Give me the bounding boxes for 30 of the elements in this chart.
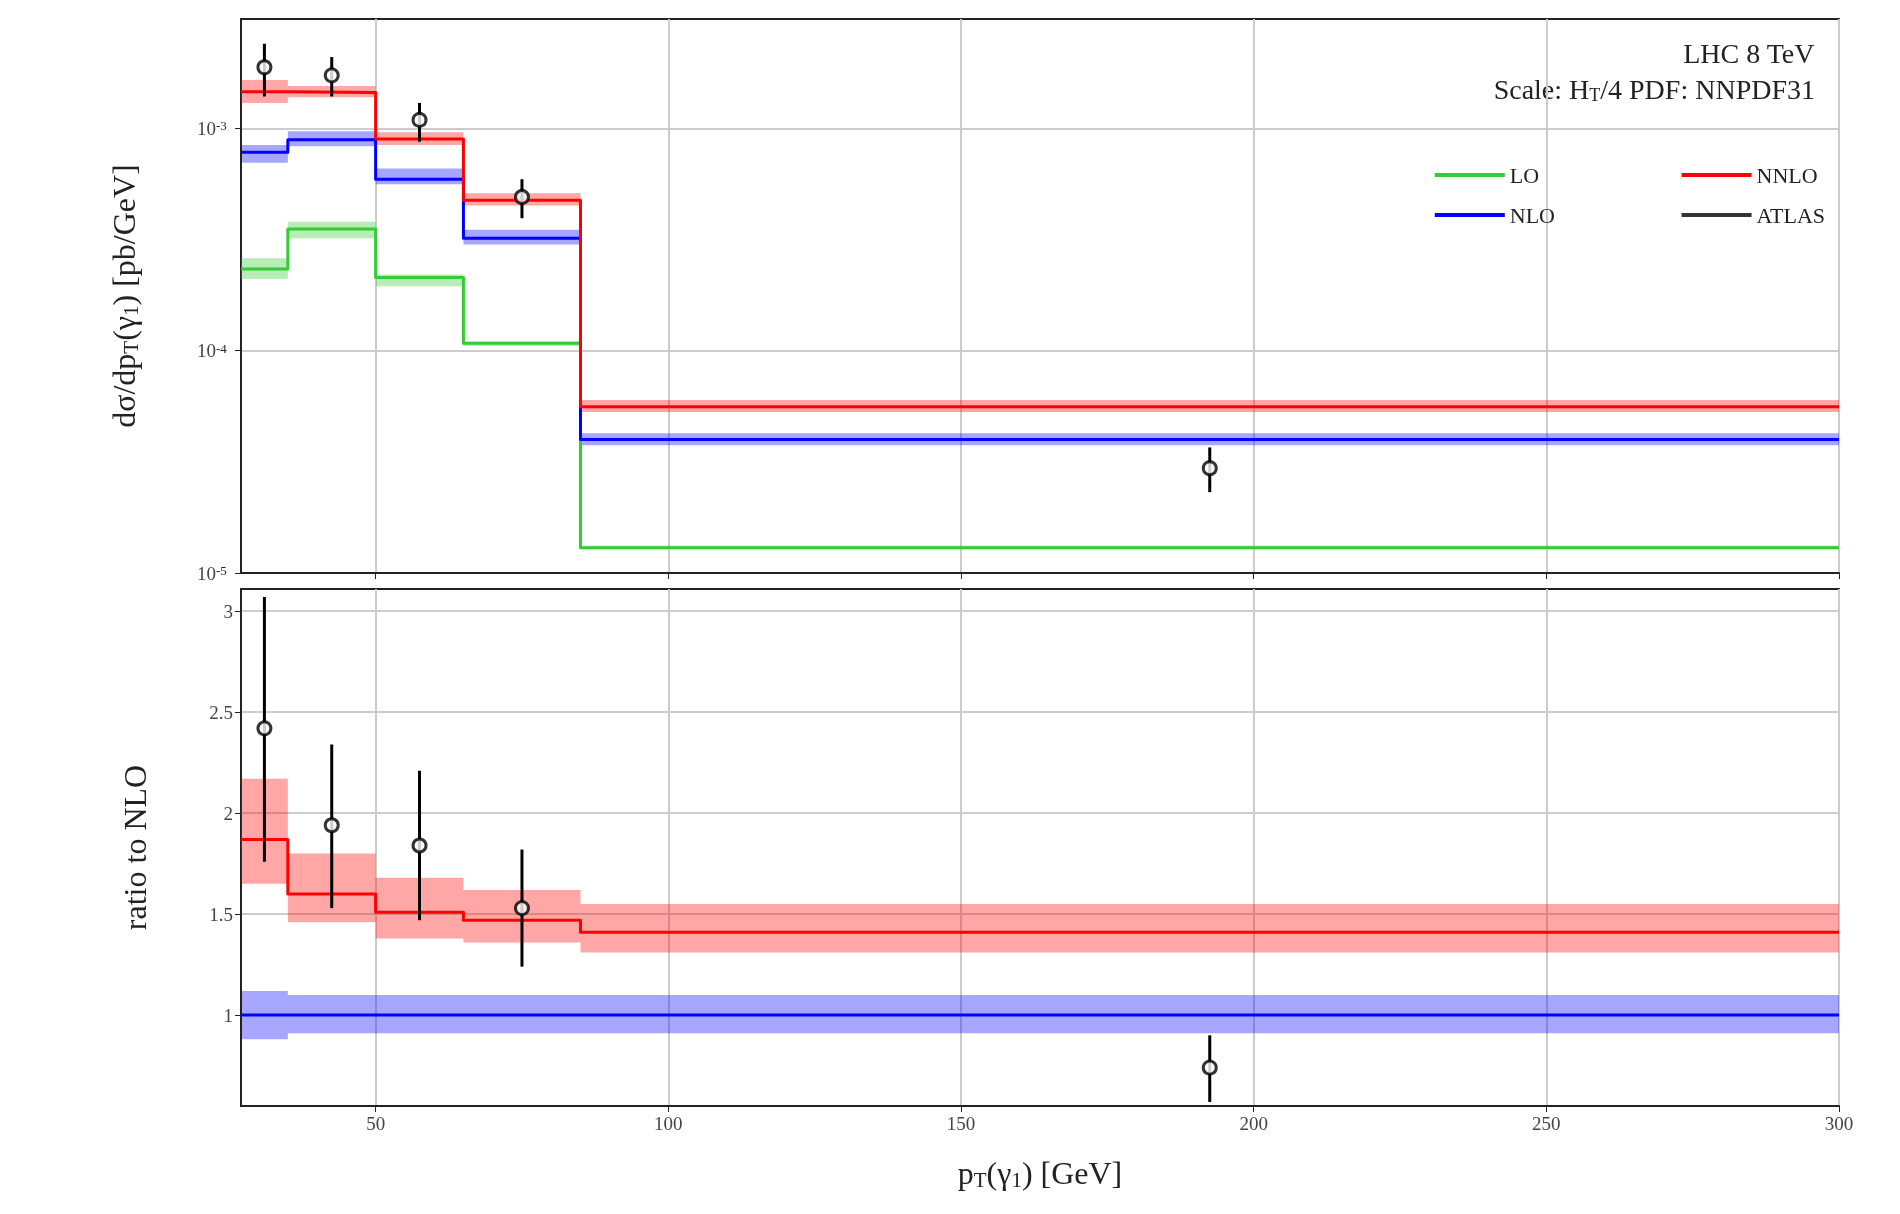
y-tick-label: 2.5 xyxy=(209,701,233,723)
x-tick-label: 300 xyxy=(1824,1113,1854,1134)
x-tick-label: 250 xyxy=(1532,1113,1561,1134)
y-axis-title: dσ/dpT(γ1) [pb/GeV] xyxy=(106,164,143,428)
point xyxy=(256,59,273,76)
y-tick-label: 3 xyxy=(223,600,233,622)
x-tick-label: 100 xyxy=(654,1113,683,1134)
legend-label: LO xyxy=(1509,162,1540,188)
x-tick-label: 200 xyxy=(1239,1113,1268,1134)
point xyxy=(411,111,428,128)
point xyxy=(411,837,428,854)
y-tick-label: 1.5 xyxy=(209,903,233,925)
point xyxy=(513,900,530,917)
legend-label: NLO xyxy=(1509,202,1555,228)
point xyxy=(1201,1059,1218,1076)
point xyxy=(256,720,273,737)
point xyxy=(513,188,530,205)
y-axis-title: ratio to NLO xyxy=(117,764,153,931)
point xyxy=(323,817,340,834)
point xyxy=(323,67,340,84)
x-tick-label: 50 xyxy=(366,1113,386,1134)
point xyxy=(1201,460,1218,477)
x-tick-label: 150 xyxy=(946,1113,976,1134)
x-axis-title: pT(γ1) [GeV] xyxy=(957,1155,1123,1192)
y-tick-label: 2 xyxy=(223,802,233,824)
annotation: LHC 8 TeV xyxy=(1683,37,1815,69)
legend-label: NNLO xyxy=(1756,162,1818,188)
y-tick-label: 1 xyxy=(223,1004,233,1026)
annotation: Scale: HT/4 PDF: NNPDF31 xyxy=(1493,73,1815,105)
legend-label: ATLAS xyxy=(1756,202,1825,228)
